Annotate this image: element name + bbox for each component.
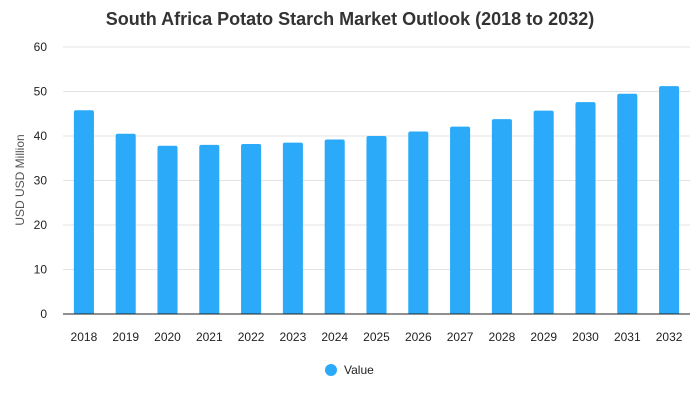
y-tick-label: 0 [40,307,47,321]
x-tick-label: 2025 [363,330,390,344]
bar-2029[interactable] [533,110,554,314]
bar-2027[interactable] [450,126,471,314]
y-axis-ticks: 0 10 20 30 40 50 60 [34,40,48,321]
bar-2021[interactable] [199,144,220,314]
x-tick-label: 2019 [112,330,139,344]
x-tick-label: 2030 [572,330,599,344]
bar-2020[interactable] [157,145,178,314]
chart-title: South Africa Potato Starch Market Outloo… [106,9,594,29]
legend-label-value: Value [344,363,374,377]
bar-2028[interactable] [491,119,512,314]
bar-2023[interactable] [282,142,303,314]
x-tick-label: 2021 [196,330,223,344]
x-tick-label: 2024 [321,330,348,344]
y-tick-label: 10 [34,263,48,277]
bar-2018[interactable] [73,110,94,314]
y-axis-label: USD USD Million [13,134,27,225]
bar-2026[interactable] [408,131,429,314]
x-tick-label: 2018 [71,330,98,344]
x-tick-label: 2027 [447,330,474,344]
legend[interactable]: Value [325,363,374,377]
bar-2031[interactable] [617,93,638,314]
bar-2022[interactable] [241,144,262,314]
bar-2032[interactable] [659,86,680,314]
y-tick-label: 60 [34,40,48,54]
bar-2030[interactable] [575,102,596,315]
x-tick-label: 2022 [238,330,265,344]
x-axis-ticks: 2018 2019 2020 2021 2022 2023 2024 2025 2026 2027… [71,330,683,344]
x-tick-label: 2026 [405,330,432,344]
y-tick-label: 30 [34,174,48,188]
x-tick-label: 2028 [489,330,516,344]
y-tick-label: 20 [34,218,48,232]
x-tick-label: 2023 [280,330,307,344]
bars [73,86,680,315]
bar-2024[interactable] [324,139,345,314]
y-tick-label: 50 [34,85,48,99]
legend-swatch-value [325,364,337,376]
x-tick-label: 2020 [154,330,181,344]
y-tick-label: 40 [34,129,48,143]
bar-2019[interactable] [115,133,136,314]
x-tick-label: 2029 [530,330,557,344]
bar-2025[interactable] [366,136,387,314]
x-tick-label: 2032 [656,330,683,344]
x-tick-label: 2031 [614,330,641,344]
